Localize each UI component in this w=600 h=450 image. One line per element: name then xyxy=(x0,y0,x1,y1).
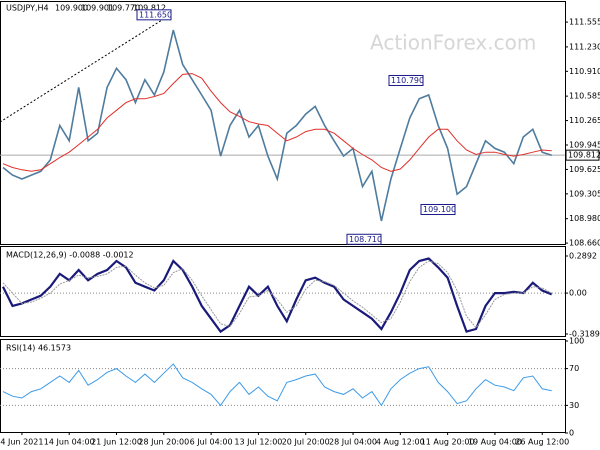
watermark: ActionForex.com xyxy=(370,31,536,55)
x-tick-label: 14 Jun 04:00 xyxy=(44,438,95,447)
x-tick-label: 13 Jul 12:00 xyxy=(234,438,282,447)
x-tick-label: 28 Jul 04:00 xyxy=(329,438,377,447)
x-tick-label: 4 Jun 2021 xyxy=(0,438,43,447)
series-line xyxy=(2,363,552,407)
close: 109.812 xyxy=(133,4,166,13)
y-tick-label: 108.980 xyxy=(569,214,600,223)
y-tick-label: 0 xyxy=(569,429,574,438)
annotation-box xyxy=(388,74,424,86)
y-tick-label: 110.265 xyxy=(569,116,600,125)
annotation-label: 110.790 xyxy=(391,76,424,85)
current-price-box xyxy=(565,149,600,161)
series-line xyxy=(2,260,552,329)
high: 109.901 xyxy=(81,4,114,13)
y-tick-label: 108.660 xyxy=(569,239,600,248)
low: 109.770 xyxy=(107,4,140,13)
annotation-label: 111.650 xyxy=(139,10,172,19)
y-tick-label: 30 xyxy=(569,401,579,410)
annotation-label: 108.710 xyxy=(349,235,382,244)
x-tick-label: 4 Aug 12:00 xyxy=(376,438,425,447)
y-tick-label: 109.305 xyxy=(569,189,600,198)
y-tick-label: 110.910 xyxy=(569,67,600,76)
annotation-box xyxy=(420,204,456,216)
y-tick-label: 70 xyxy=(569,364,579,373)
x-tick-label: 21 Jun 12:00 xyxy=(91,438,142,447)
x-tick-label: 11 Aug 20:00 xyxy=(421,438,475,447)
annotation-box xyxy=(136,9,172,21)
panel-frame xyxy=(0,1,566,245)
trend-line xyxy=(0,14,171,123)
series-line xyxy=(2,73,552,172)
y-tick-label: -0.3189 xyxy=(569,329,600,338)
series-line xyxy=(2,257,553,334)
y-tick-label: 110.585 xyxy=(569,92,600,101)
current-price-label: 109.812 xyxy=(568,151,600,160)
y-tick-label: 100 xyxy=(569,337,584,346)
y-tick-label: 0.00 xyxy=(569,289,587,298)
y-tick-label: 111.230 xyxy=(569,42,600,51)
x-tick-label: 19 Aug 04:00 xyxy=(468,438,522,447)
y-tick-label: 109.625 xyxy=(569,165,600,174)
y-tick-label: 111.555 xyxy=(569,18,600,27)
y-tick-label: 0.2892 xyxy=(569,252,597,261)
x-tick-label: 28 Jun 20:00 xyxy=(138,438,189,447)
annotation-label: 109.100 xyxy=(423,205,456,214)
macd-title: MACD(12,26,9) -0.0088 -0.0012 xyxy=(6,251,134,260)
open: 109.900 xyxy=(55,4,88,13)
x-tick-label: 26 Aug 12:00 xyxy=(515,438,569,447)
x-tick-label: 6 Jul 04:00 xyxy=(190,438,233,447)
panel-frame xyxy=(0,339,566,433)
y-tick-label: 109.945 xyxy=(569,140,600,149)
x-tick-label: 20 Jul 20:00 xyxy=(282,438,330,447)
panel-frame xyxy=(0,246,566,337)
series-line xyxy=(2,29,552,222)
rsi-title: RSI(14) 46.1573 xyxy=(6,344,71,353)
annotation-box xyxy=(346,233,382,245)
symbol: USDJPY,H4 xyxy=(6,4,49,13)
